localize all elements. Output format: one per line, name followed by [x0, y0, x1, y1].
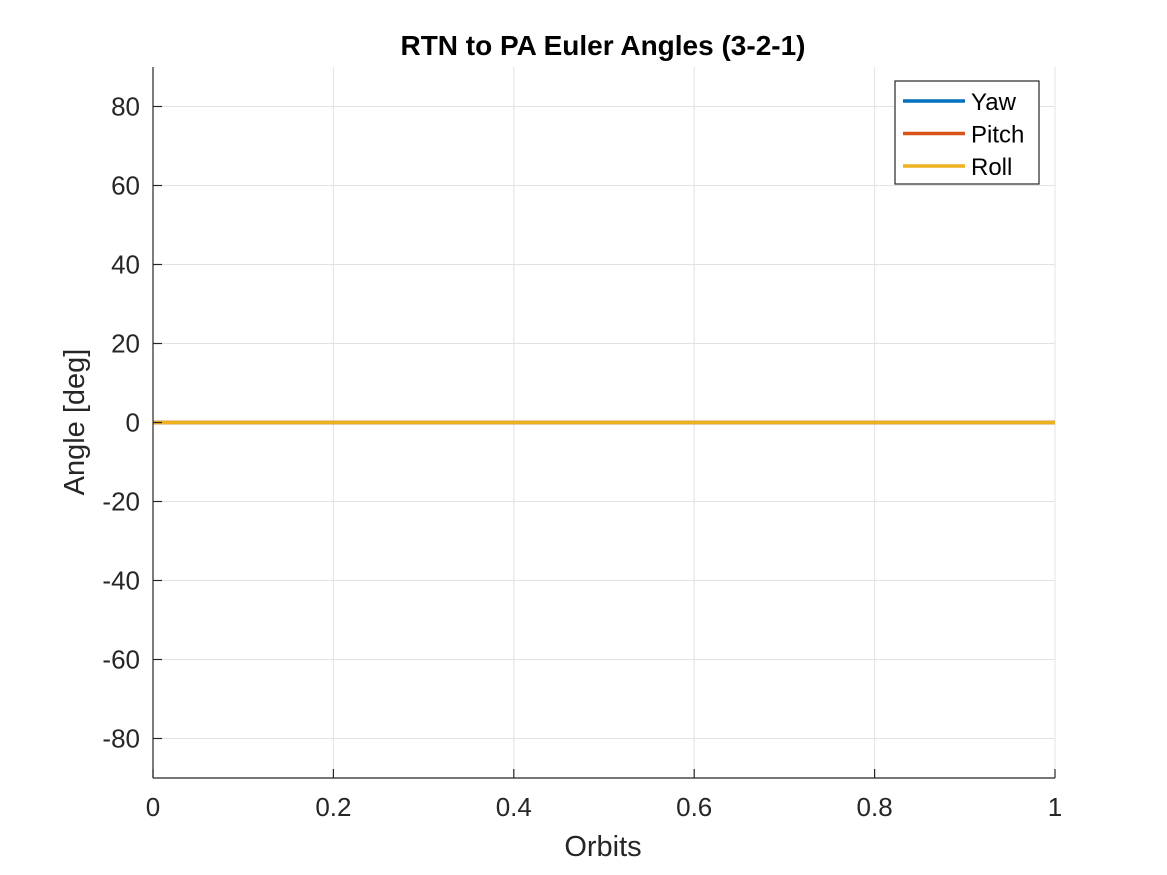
- legend: Yaw Pitch Roll: [894, 80, 1040, 185]
- y-tick-label-6: -40: [102, 566, 140, 596]
- x-tick-label-2: 0.4: [496, 792, 532, 822]
- y-tick-label-8: -80: [102, 724, 140, 754]
- y-axis-label: Angle [deg]: [59, 349, 91, 496]
- legend-label-pitch: Pitch: [971, 122, 1024, 149]
- legend-label-roll: Roll: [971, 154, 1012, 181]
- legend-label-yaw: Yaw: [971, 89, 1017, 116]
- x-axis-label: Orbits: [564, 831, 641, 863]
- y-tick-label-3: 20: [111, 329, 140, 359]
- x-tick-label-0: 0: [146, 792, 160, 822]
- y-tick-label-7: -60: [102, 645, 140, 675]
- chart-title: RTN to PA Euler Angles (3-2-1): [400, 30, 805, 61]
- x-tick-labels: 0 0.2 0.4 0.6 0.8 1: [146, 792, 1062, 822]
- y-tick-label-0: 80: [111, 92, 140, 122]
- x-tick-label-5: 1: [1048, 792, 1062, 822]
- y-tick-label-2: 40: [111, 250, 140, 280]
- axes: [152, 67, 1056, 779]
- y-tick-label-1: 60: [111, 171, 140, 201]
- x-tick-label-4: 0.8: [857, 792, 893, 822]
- y-tick-label-4: 0: [126, 408, 140, 438]
- x-tick-label-1: 0.2: [315, 792, 351, 822]
- y-tick-label-5: -20: [102, 487, 140, 517]
- x-tick-label-3: 0.6: [676, 792, 712, 822]
- y-tick-labels: 80 60 40 20 0 -20 -40 -60 -80: [102, 92, 140, 754]
